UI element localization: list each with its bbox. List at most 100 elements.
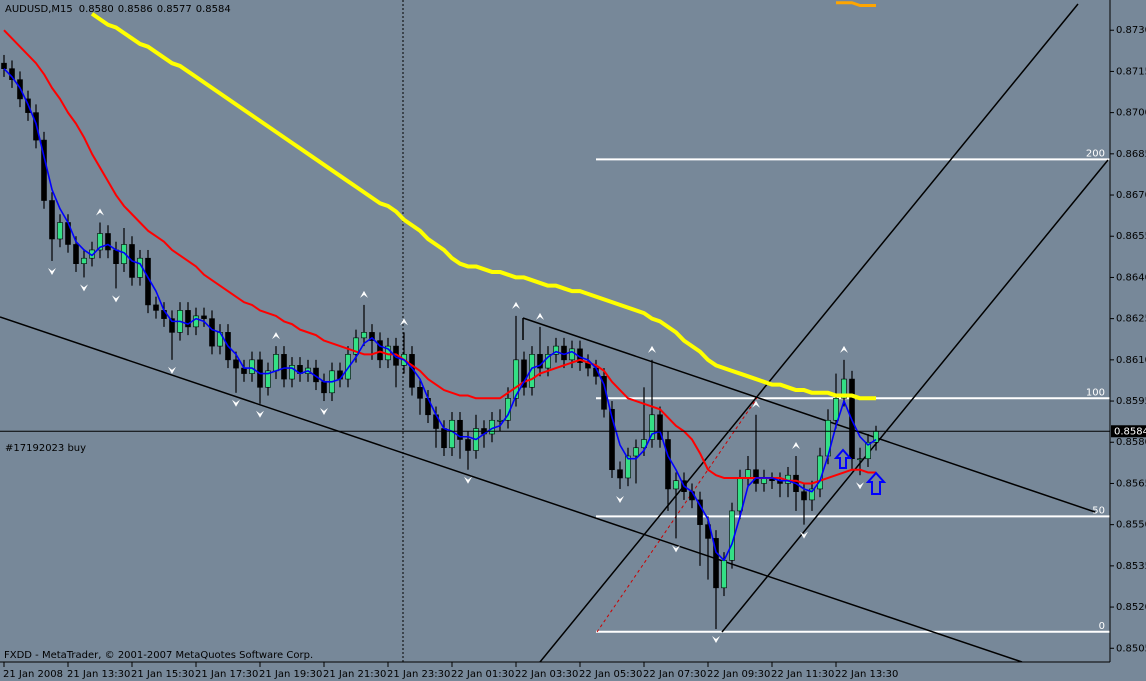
quote-open: 0.8580 bbox=[79, 4, 114, 15]
candle-body bbox=[81, 257, 87, 265]
fibonacci: 200 100 50 0 bbox=[596, 148, 1110, 633]
candle-body bbox=[321, 381, 327, 394]
candle-body bbox=[857, 458, 863, 461]
chart-header: AUDUSD,M15 0.8580 0.8586 0.8577 0.8584 bbox=[5, 4, 231, 15]
fractal-up bbox=[512, 301, 520, 309]
x-tick-label: 22 Jan 09:30 bbox=[707, 669, 770, 680]
x-tick-label: 21 Jan 15:30 bbox=[131, 669, 194, 680]
y-tick-label: 0.8655 bbox=[1116, 231, 1146, 242]
candle-body bbox=[233, 359, 239, 369]
x-tick-label: 22 Jan 03:30 bbox=[515, 669, 578, 680]
candle-body bbox=[841, 378, 847, 399]
fractal-up bbox=[400, 318, 408, 326]
candle-body bbox=[345, 354, 351, 380]
candle-body bbox=[289, 365, 295, 380]
candle-body bbox=[665, 439, 671, 490]
candle-body bbox=[713, 538, 719, 589]
fractal-up bbox=[792, 441, 800, 449]
moving-average bbox=[3, 29, 876, 485]
candle-body bbox=[49, 200, 55, 240]
fractal-down bbox=[168, 366, 176, 374]
x-axis-labels: 21 Jan 2008 21 Jan 13:30 21 Jan 15:30 21 Ja… bbox=[3, 662, 898, 680]
y-tick-label: 0.8565 bbox=[1116, 478, 1146, 489]
quote-close: 0.8584 bbox=[196, 4, 231, 15]
fractal-down bbox=[256, 410, 264, 418]
fractal-down bbox=[464, 476, 472, 484]
candle-body bbox=[673, 480, 679, 490]
candle-body bbox=[97, 233, 103, 251]
candle-body bbox=[513, 359, 519, 399]
fractal-up bbox=[840, 345, 848, 353]
x-tick-label: 22 Jan 05:30 bbox=[579, 669, 642, 680]
candle-body bbox=[113, 249, 119, 265]
fibo-label: 200 bbox=[1086, 148, 1105, 159]
trend-line bbox=[721, 159, 1109, 633]
fractal-down bbox=[856, 482, 864, 490]
trend-line bbox=[522, 317, 1096, 513]
fractal-down bbox=[232, 399, 240, 407]
fibo-label: 100 bbox=[1086, 387, 1105, 398]
candle-body bbox=[545, 354, 551, 369]
candle-body bbox=[537, 354, 543, 369]
candle-body bbox=[457, 419, 463, 440]
fractal-up bbox=[536, 312, 544, 320]
fractal-up bbox=[96, 208, 104, 216]
candle-body bbox=[465, 439, 471, 451]
x-tick-label: 21 Jan 19:30 bbox=[259, 669, 322, 680]
fractal-down bbox=[800, 531, 808, 539]
candle-body bbox=[617, 469, 623, 479]
candle-body bbox=[721, 560, 727, 589]
symbol: AUDUSD,M15 bbox=[5, 4, 73, 15]
y-tick-label: 0.8505 bbox=[1116, 643, 1146, 654]
candle-body bbox=[41, 139, 47, 201]
fractal-down bbox=[672, 545, 680, 553]
fractal-up bbox=[272, 332, 280, 340]
plot-area: 200 100 50 0 bbox=[0, 0, 1110, 662]
moving-average bbox=[836, 1, 876, 7]
candle-body bbox=[497, 419, 503, 422]
candle-body bbox=[649, 414, 655, 440]
fibo-label: 0 bbox=[1099, 621, 1105, 632]
candle-body bbox=[753, 469, 759, 484]
x-tick-label: 21 Jan 21:30 bbox=[323, 669, 386, 680]
x-tick-label: 22 Jan 11:30 bbox=[771, 669, 834, 680]
candle-body bbox=[377, 340, 383, 361]
y-tick-label: 0.8625 bbox=[1116, 314, 1146, 325]
candle-body bbox=[361, 332, 367, 339]
candle-body bbox=[273, 354, 279, 372]
candle-body bbox=[185, 310, 191, 328]
x-tick-label: 22 Jan 13:30 bbox=[835, 669, 898, 680]
x-tick-label: 21 Jan 13:30 bbox=[67, 669, 130, 680]
candle-body bbox=[73, 244, 79, 265]
candle-body bbox=[865, 441, 871, 460]
fractal-down bbox=[616, 495, 624, 503]
current-price: 0.8584 bbox=[0, 425, 1146, 438]
candle-body bbox=[449, 419, 455, 449]
candle-body bbox=[521, 359, 527, 388]
fractal-down bbox=[48, 267, 56, 275]
candle-body bbox=[281, 354, 287, 380]
candle-body bbox=[657, 414, 663, 440]
candle-body bbox=[417, 387, 423, 399]
candle-body bbox=[809, 488, 815, 501]
candle-body bbox=[193, 315, 199, 328]
fractal-up bbox=[360, 290, 368, 298]
fractal-down bbox=[112, 295, 120, 303]
x-tick-label: 22 Jan 07:30 bbox=[643, 669, 706, 680]
x-tick-label: 21 Jan 2008 bbox=[3, 669, 63, 680]
candle-body bbox=[553, 345, 559, 355]
fibo-base-line bbox=[596, 397, 758, 633]
moving-average bbox=[3, 68, 877, 562]
fractal-down bbox=[712, 636, 720, 644]
candle-body bbox=[241, 367, 247, 374]
candle-body bbox=[265, 370, 271, 388]
y-tick-label: 0.8715 bbox=[1116, 66, 1146, 77]
moving-averages bbox=[3, 1, 877, 562]
